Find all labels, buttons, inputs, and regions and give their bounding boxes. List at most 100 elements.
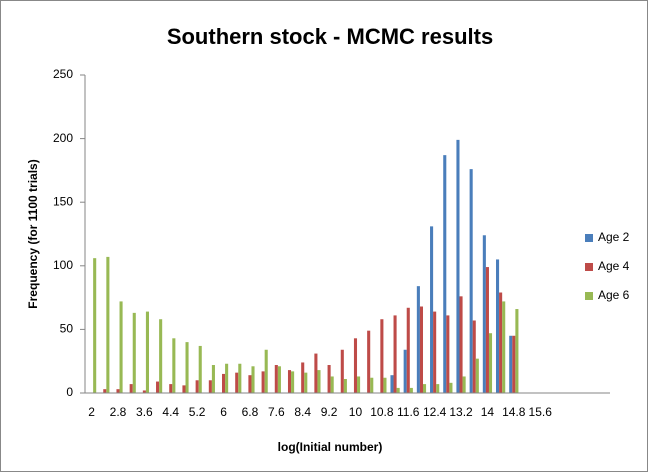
x-tick-label: 15.6 <box>529 405 553 419</box>
bar <box>198 345 202 393</box>
bar <box>433 311 437 393</box>
bar <box>446 315 450 393</box>
bar <box>142 390 146 393</box>
bar <box>314 353 318 393</box>
bar <box>129 384 133 393</box>
bar <box>409 387 413 393</box>
bar <box>462 376 466 393</box>
x-axis-label: log(Initial number) <box>278 440 383 454</box>
y-tick-label: 150 <box>53 194 73 208</box>
x-tick-label: 10 <box>349 405 363 419</box>
bar <box>390 375 394 393</box>
bar <box>251 366 255 393</box>
bar <box>475 358 479 393</box>
bar <box>383 377 387 393</box>
bar <box>291 371 295 393</box>
bar <box>367 330 371 393</box>
bar <box>172 338 176 393</box>
bar <box>106 256 110 393</box>
bar <box>449 382 453 393</box>
bar <box>393 315 397 393</box>
bar <box>264 349 268 393</box>
bar <box>195 380 199 393</box>
bar <box>357 376 361 393</box>
bar <box>406 307 410 393</box>
bar <box>485 267 489 393</box>
bar <box>443 155 447 393</box>
bar <box>235 372 239 393</box>
bar <box>208 380 212 393</box>
bar <box>515 309 519 393</box>
bar <box>222 373 226 393</box>
bar <box>277 366 281 393</box>
bar <box>380 319 384 393</box>
x-tick-label: 11.6 <box>397 405 420 419</box>
bar <box>327 365 331 393</box>
y-tick-label: 200 <box>53 131 73 145</box>
bar <box>132 312 136 393</box>
bar <box>469 169 473 393</box>
bar <box>261 371 265 393</box>
y-tick-label: 50 <box>60 322 74 336</box>
bar <box>403 349 407 393</box>
bar <box>396 387 400 393</box>
bar <box>274 365 278 393</box>
bar <box>156 381 160 393</box>
bar <box>116 389 120 393</box>
bar <box>185 342 189 393</box>
x-tick-label: 2 <box>88 405 95 419</box>
bar <box>370 377 374 393</box>
chart-title: Southern stock - MCMC results <box>167 24 493 49</box>
x-tick-label: 6 <box>220 405 227 419</box>
bar <box>502 301 506 393</box>
bar <box>287 370 292 393</box>
y-tick-label: 250 <box>53 67 73 81</box>
bar <box>248 375 252 393</box>
bar <box>496 259 500 393</box>
x-tick-label: 4.4 <box>162 405 179 419</box>
bar <box>182 385 186 393</box>
x-tick-label: 9.2 <box>321 405 338 419</box>
bar <box>169 384 173 393</box>
bar <box>93 258 97 393</box>
bar <box>330 376 334 393</box>
legend-label: Age 4 <box>598 259 630 273</box>
bar <box>499 292 503 393</box>
x-tick-label: 8.4 <box>294 405 311 419</box>
x-tick-label: 7.6 <box>268 405 285 419</box>
x-tick-label: 12.4 <box>423 405 447 419</box>
bar <box>509 335 513 393</box>
bar <box>159 319 163 393</box>
bar <box>103 389 107 393</box>
x-tick-label: 14.8 <box>502 405 526 419</box>
x-tick-label: 2.8 <box>110 405 127 419</box>
bar <box>512 335 516 393</box>
bar <box>238 363 242 393</box>
x-tick-label: 10.8 <box>370 405 394 419</box>
legend-label: Age 6 <box>598 288 630 302</box>
bar <box>436 384 440 393</box>
bar <box>145 311 149 393</box>
x-tick-label: 3.6 <box>136 405 153 419</box>
bar <box>456 139 460 393</box>
bar <box>317 370 321 393</box>
bar <box>340 349 344 393</box>
bar <box>482 235 486 393</box>
x-tick-label: 14 <box>481 405 495 419</box>
bar <box>472 320 476 393</box>
bar <box>343 379 347 393</box>
bar <box>430 226 434 393</box>
y-axis-label: Frequency (for 1100 trials) <box>26 159 40 308</box>
y-tick-label: 0 <box>66 385 73 399</box>
x-tick-label: 13.2 <box>449 405 473 419</box>
bar <box>419 306 423 393</box>
bar <box>488 333 493 393</box>
bar <box>211 365 215 393</box>
legend-swatch <box>585 234 593 242</box>
legend-label: Age 2 <box>598 230 630 244</box>
bar <box>353 338 358 393</box>
bar <box>119 301 123 393</box>
legend-swatch <box>585 292 593 300</box>
bar <box>422 384 427 393</box>
